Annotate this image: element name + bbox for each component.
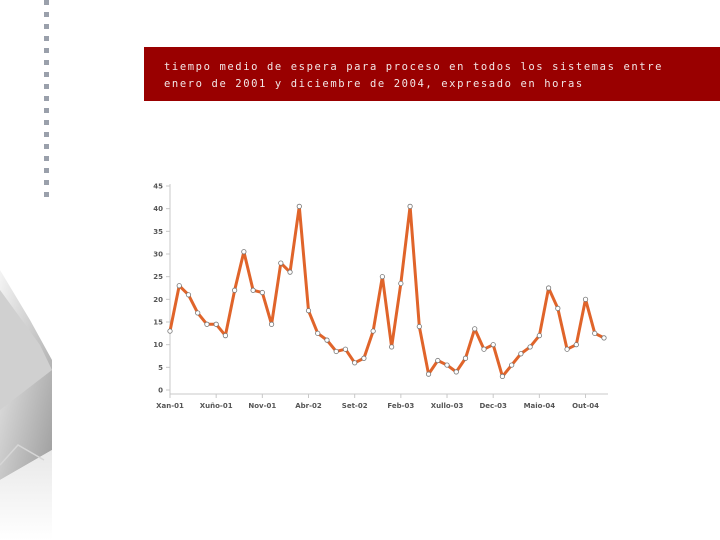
data-point [398,280,404,287]
data-point [222,333,229,339]
y-tick-label: 45 [153,183,163,191]
decorative-side-graphic [0,270,52,540]
data-point [315,330,321,336]
x-tick-label: Dec-03 [480,402,507,410]
data-point [490,342,496,348]
y-tick-label: 10 [153,341,163,349]
y-tick-label: 25 [153,273,163,281]
data-point [379,274,385,280]
data-point [389,344,395,350]
title-banner: tiempo medio de espera para proceso en t… [144,47,720,101]
data-point [564,346,570,352]
x-tick-label: Abr-02 [295,402,322,410]
data-point [601,335,607,341]
data-point [241,249,247,255]
data-point [527,344,533,350]
data-point [352,360,358,366]
x-tick-label: Xan-01 [156,402,184,410]
data-point [499,373,506,379]
data-point [278,260,284,266]
series-group [167,203,607,379]
data-point [268,321,275,327]
y-tick-label: 15 [153,319,163,327]
data-point [370,328,376,334]
data-point [416,323,422,330]
data-point [444,362,450,368]
y-tick-labels: 0 5 10 15 20 25 30 35 40 45 [153,183,170,395]
data-point [195,310,201,316]
data-point [462,355,469,361]
data-point [407,203,413,209]
slide-title-line-2: enero de 2001 y diciembre de 2004, expre… [164,78,584,90]
slide-title: tiempo medio de espera para proceso en t… [164,59,714,93]
data-point [361,355,367,361]
data-point [287,269,293,275]
data-point [167,328,173,334]
data-point [435,357,441,364]
decorative-dot-column [44,0,50,200]
data-point [545,285,552,291]
data-point [324,337,330,343]
data-point [213,321,219,327]
data-point [296,203,302,209]
data-point [555,305,561,311]
x-tick-label: Maio-04 [524,402,556,410]
y-tick-label: 5 [158,364,163,372]
data-point [333,348,339,355]
data-point [204,321,210,327]
data-point [425,371,432,377]
x-tick-labels: Xan-01 Xuño-01 Nov-01 Abr-02 Set-02 Feb-03 Xul… [156,394,599,410]
data-point [582,296,589,302]
data-point [573,342,579,348]
data-point [232,287,238,293]
y-tick-label: 40 [153,205,163,213]
data-point [472,326,478,332]
line-chart: 0 5 10 15 20 25 30 35 40 45 Xan-01 Xuño-01 Nov-01 Ab… [153,183,608,410]
data-point [453,369,459,375]
x-tick-label: Xuño-01 [200,402,233,410]
data-point [250,287,256,293]
data-point [509,362,515,368]
data-point [185,292,192,298]
x-tick-label: Feb-03 [387,402,414,410]
y-tick-label: 20 [153,296,163,304]
data-point [176,283,182,289]
data-point [536,333,542,339]
y-tick-label: 35 [153,228,163,236]
x-tick-label: Nov-01 [248,402,276,410]
slide-title-line-1: tiempo medio de espera para proceso en t… [164,61,664,73]
y-tick-label: 0 [158,387,163,395]
data-point [518,351,524,357]
x-tick-label: Xullo-03 [431,402,464,410]
data-point [259,289,265,296]
data-point [592,330,598,336]
data-point [305,308,312,314]
data-point [342,346,349,352]
y-tick-label: 30 [153,251,163,259]
data-point [481,346,487,352]
x-tick-label: Out-04 [572,402,599,410]
x-tick-label: Set-02 [342,402,368,410]
